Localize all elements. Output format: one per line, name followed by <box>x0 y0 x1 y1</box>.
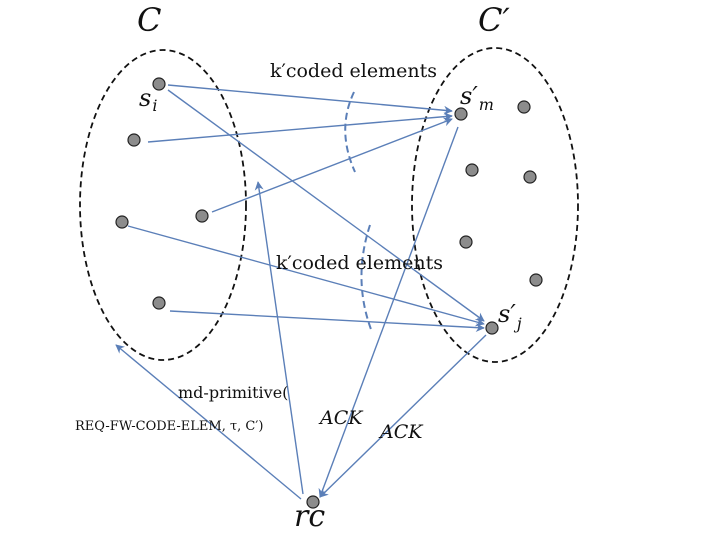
node-sm-label-sub: m <box>479 95 494 114</box>
node-c-4 <box>195 209 209 223</box>
edge-sm-ack-to-rc <box>318 126 459 498</box>
node-si-label-sub: i <box>152 96 157 115</box>
coded-elements-label-mid: k′coded elements <box>276 252 443 274</box>
node-c-2 <box>127 133 141 147</box>
node-cp-5 <box>459 235 473 249</box>
edge-c3-to-sj <box>127 225 485 327</box>
set-c-label: C <box>137 1 161 39</box>
coded-elements-brace-mid <box>360 224 373 333</box>
edge-rc-to-c-up <box>254 181 304 495</box>
edge-c2-to-sm <box>147 112 453 143</box>
edge-rc-to-c-left <box>115 344 302 500</box>
node-sj-label-main: s′ <box>498 300 516 328</box>
node-sj-label-sub: j <box>514 314 522 333</box>
edge-sj-ack-to-rc <box>319 334 487 498</box>
ack-label-left: ACK <box>318 407 364 429</box>
node-cp-6 <box>529 273 543 287</box>
node-c-3 <box>115 215 129 229</box>
set-c-outline <box>79 49 247 361</box>
node-sj <box>485 321 499 335</box>
node-si-label: si <box>139 84 157 115</box>
node-sm <box>454 107 468 121</box>
node-cp-3 <box>465 163 479 177</box>
edge-si-to-sj <box>167 89 485 322</box>
coded-elements-label-top: k′coded elements <box>270 60 437 82</box>
edge-c5-to-sj <box>169 310 485 333</box>
node-cp-4 <box>523 170 537 184</box>
set-c-prime-outline <box>411 47 579 363</box>
node-sm-label-main: s′ <box>460 82 478 110</box>
node-rc <box>306 495 320 509</box>
edge-si-to-sm <box>167 84 453 115</box>
node-sj-label: s′j <box>498 300 522 333</box>
md-primitive-label-line2: REQ-FW-CODE-ELEM, τ, C′) <box>75 419 263 434</box>
node-si-label-main: s <box>139 84 151 112</box>
node-rc-label: rc <box>294 499 325 534</box>
node-si <box>152 77 166 91</box>
md-primitive-label-line1: md-primitive( <box>178 383 288 402</box>
set-c-prime-label: C′ <box>478 1 510 39</box>
node-c-5 <box>152 296 166 310</box>
edge-c4-to-sm <box>211 117 453 213</box>
node-cp-2 <box>517 100 531 114</box>
ack-label-right: ACK <box>378 421 424 443</box>
node-sm-label: s′m <box>460 82 494 114</box>
